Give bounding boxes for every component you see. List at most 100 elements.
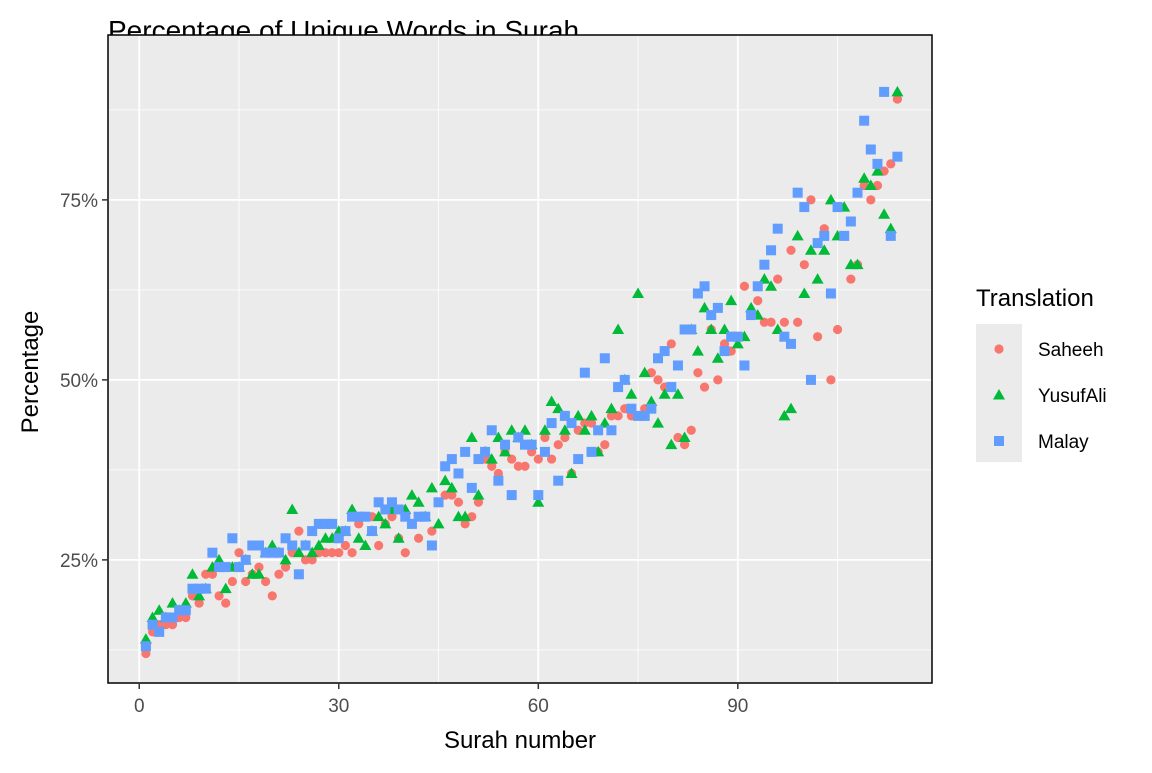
panel-border <box>107 34 933 684</box>
point-yusufali <box>405 489 418 500</box>
point-malay <box>506 490 517 501</box>
point-yusufali <box>878 208 891 219</box>
legend-title: Translation <box>976 285 1094 312</box>
point-malay <box>859 115 870 126</box>
point-saheeh <box>221 598 231 608</box>
point-malay <box>812 238 823 249</box>
point-yusufali <box>605 402 618 414</box>
point-saheeh <box>766 317 776 327</box>
point-yusufali <box>392 532 405 543</box>
point-yusufali <box>625 388 638 399</box>
point-malay <box>200 583 211 594</box>
point-malay <box>340 526 351 537</box>
point-malay <box>486 425 497 436</box>
point-malay <box>380 504 391 515</box>
point-malay <box>227 533 238 544</box>
point-malay <box>546 418 557 429</box>
point-saheeh <box>267 591 277 601</box>
point-yusufali <box>292 546 305 558</box>
point-malay <box>194 583 205 594</box>
point-yusufali <box>252 568 265 579</box>
point-malay <box>140 641 151 652</box>
x-tick-label: 60 <box>528 696 549 717</box>
point-yusufali <box>306 546 319 558</box>
point-malay <box>865 144 876 155</box>
point-saheeh <box>261 576 271 587</box>
point-yusufali <box>352 532 365 543</box>
point-saheeh <box>606 411 617 421</box>
point-malay <box>426 540 437 551</box>
point-yusufali <box>858 172 871 183</box>
point-saheeh <box>460 519 470 529</box>
point-malay <box>573 454 584 465</box>
point-malay <box>732 331 743 342</box>
point-malay <box>772 223 783 234</box>
point-malay <box>420 511 431 522</box>
point-yusufali <box>432 517 445 529</box>
point-malay <box>240 554 251 565</box>
point-yusufali <box>671 388 684 399</box>
point-yusufali <box>213 553 226 565</box>
point-malay <box>659 346 670 357</box>
y-axis: 25% 50% 75% <box>60 191 108 572</box>
point-malay <box>726 331 737 342</box>
point-saheeh <box>600 440 610 450</box>
point-malay <box>147 619 158 630</box>
point-saheeh <box>813 332 823 342</box>
point-yusufali <box>372 510 385 522</box>
point-malay <box>327 518 338 529</box>
point-yusufali <box>758 273 771 284</box>
point-yusufali <box>884 222 897 234</box>
point-malay <box>273 547 284 558</box>
point-saheeh <box>799 260 809 270</box>
point-malay <box>280 533 291 544</box>
point-yusufali <box>864 179 877 190</box>
point-malay <box>639 410 650 421</box>
point-malay <box>480 446 491 457</box>
point-yusufali <box>472 489 485 500</box>
point-saheeh <box>520 461 530 471</box>
point-malay <box>626 403 637 414</box>
point-malay <box>220 562 231 573</box>
point-yusufali <box>745 301 758 313</box>
point-malay <box>347 511 358 522</box>
point-yusufali <box>492 431 505 442</box>
point-saheeh <box>759 317 770 327</box>
point-saheeh <box>693 368 703 378</box>
point-saheeh <box>214 591 224 601</box>
point-malay <box>533 490 544 501</box>
point-malay <box>433 497 444 508</box>
point-saheeh <box>507 454 517 464</box>
legend-label-malay: Malay <box>1038 432 1089 453</box>
point-malay <box>293 569 304 580</box>
point-malay <box>466 482 477 493</box>
point-yusufali <box>286 503 299 514</box>
point-saheeh <box>713 375 723 385</box>
point-saheeh <box>513 461 523 471</box>
point-yusufali <box>379 517 392 529</box>
point-saheeh <box>553 440 563 450</box>
point-yusufali <box>778 409 791 421</box>
point-malay <box>719 346 730 357</box>
point-yusufali <box>166 597 179 608</box>
point-malay <box>613 382 624 393</box>
point-malay <box>566 418 577 429</box>
point-malay <box>593 425 604 436</box>
point-malay <box>440 461 451 472</box>
point-yusufali <box>359 539 372 550</box>
point-malay <box>393 504 404 515</box>
point-malay <box>686 324 697 335</box>
point-saheeh <box>653 375 663 385</box>
point-yusufali <box>785 402 798 414</box>
point-yusufali <box>871 165 884 176</box>
point-yusufali <box>565 467 578 478</box>
point-malay <box>599 353 610 364</box>
point-saheeh <box>274 569 284 579</box>
point-yusufali <box>139 633 152 644</box>
point-saheeh <box>786 245 796 255</box>
point-malay <box>267 547 278 558</box>
point-malay <box>699 281 710 292</box>
point-malay <box>154 626 165 637</box>
point-saheeh <box>194 598 204 608</box>
point-malay <box>313 518 324 529</box>
